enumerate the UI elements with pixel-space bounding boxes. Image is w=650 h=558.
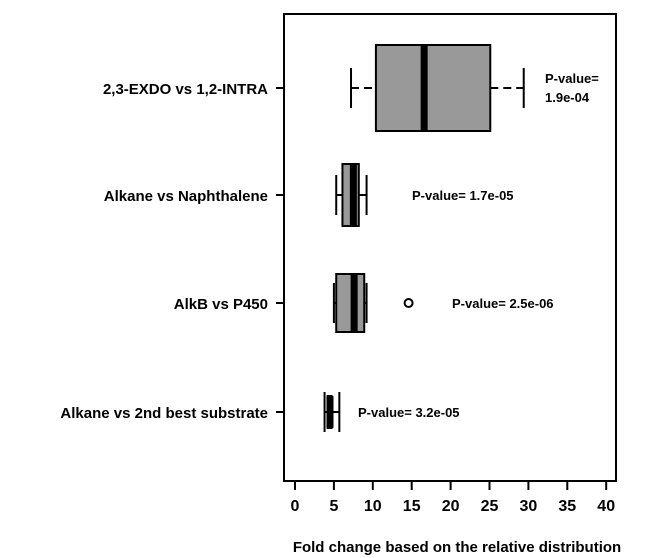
- outlier-point: [403, 298, 414, 308]
- pvalue-label: P-value= 1.7e-05: [412, 188, 514, 203]
- x-tick-label: 20: [442, 498, 460, 515]
- box-series: [323, 44, 525, 432]
- pvalue-label: P-value= 2.5e-06: [452, 296, 554, 311]
- pvalue-label: P-value=: [545, 71, 599, 86]
- x-tick-label: 10: [364, 498, 382, 515]
- category-label: AlkB vs P450: [174, 296, 268, 313]
- x-axis-label: Fold change based on the relative distri…: [293, 539, 621, 556]
- category-label: 2,3-EXDO vs 1,2-INTRA: [103, 81, 268, 98]
- category-label: Alkane vs 2nd best substrate: [60, 405, 268, 422]
- x-tick-label: 5: [329, 498, 338, 515]
- x-axis: 0 5 10 15 20 25 30 35 40: [291, 481, 615, 515]
- pvalue-labels: P-value= 1.9e-04 P-value= 1.7e-05 P-value= …: [358, 71, 599, 420]
- category-labels: 2,3-EXDO vs 1,2-INTRA Alkane vs Naphthale…: [60, 81, 284, 422]
- x-tick-label: 35: [558, 498, 576, 515]
- x-tick-label: 15: [403, 498, 421, 515]
- x-tick-label: 0: [291, 498, 300, 515]
- x-tick-label: 40: [597, 498, 615, 515]
- box-group: [335, 163, 368, 227]
- pvalue-label: P-value= 3.2e-05: [358, 405, 460, 420]
- box-iqr: [374, 44, 492, 132]
- box-iqr: [335, 273, 366, 333]
- box-group: [332, 273, 414, 333]
- box-group: [323, 392, 341, 432]
- x-tick-label: 30: [520, 498, 538, 515]
- pvalue-label: 1.9e-04: [545, 90, 590, 105]
- category-label: Alkane vs Naphthalene: [104, 188, 268, 205]
- box-group: [350, 44, 525, 132]
- x-tick-label: 25: [481, 498, 499, 515]
